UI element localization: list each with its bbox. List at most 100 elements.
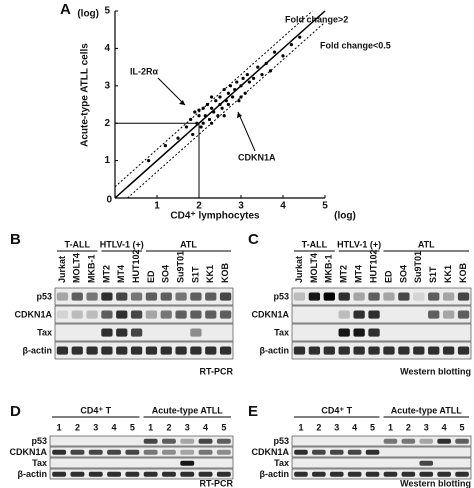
band <box>162 461 176 466</box>
band <box>160 292 172 301</box>
y-tick-label: 5 <box>104 6 110 17</box>
y-tick-label: 3 <box>104 80 110 91</box>
band <box>219 310 232 319</box>
band <box>161 329 172 337</box>
point <box>220 106 224 110</box>
band <box>442 310 455 319</box>
band <box>437 450 451 455</box>
annotation: IL-2Rα <box>130 66 159 76</box>
point <box>260 72 264 77</box>
row-label: CDKN1A <box>14 309 52 319</box>
lane-label: MT2 <box>339 265 349 283</box>
point <box>239 95 243 99</box>
band <box>190 328 202 337</box>
x-tick-label: 5 <box>322 201 328 212</box>
band <box>130 310 143 319</box>
group-label: HTLV-1 (+) <box>337 239 381 249</box>
group-label: CD4⁺ T <box>80 405 111 415</box>
band <box>330 461 344 466</box>
group-label: Acute-type ATLL <box>152 405 224 415</box>
band <box>455 450 469 455</box>
band <box>368 292 380 301</box>
point <box>231 95 235 99</box>
band <box>180 460 195 466</box>
band <box>143 471 158 477</box>
band <box>338 328 350 337</box>
gel-strip <box>49 468 234 480</box>
band <box>57 329 68 337</box>
band <box>130 346 143 355</box>
band <box>443 329 454 337</box>
band <box>107 471 122 477</box>
band <box>88 449 103 455</box>
band <box>457 346 470 355</box>
band <box>180 449 195 455</box>
band <box>145 310 158 319</box>
group-label: T-ALL <box>65 239 91 249</box>
band <box>161 449 176 455</box>
band <box>428 292 440 301</box>
lane-label: HUT102 <box>368 249 378 283</box>
band <box>455 461 469 466</box>
lane-label: Jurkat <box>57 256 67 283</box>
lane-label: ED <box>383 270 393 283</box>
lane-label: 2 <box>406 422 411 432</box>
point <box>228 84 233 88</box>
band <box>402 450 416 455</box>
point <box>247 80 251 84</box>
lane-label: SO4 <box>398 265 408 283</box>
point <box>197 108 201 112</box>
band <box>330 439 344 444</box>
band <box>219 292 232 301</box>
gel-strip <box>291 446 472 458</box>
gel-strip <box>291 341 472 360</box>
band <box>324 311 335 319</box>
band <box>348 461 362 466</box>
lane-label: 3 <box>334 422 339 432</box>
lane-label: MT4 <box>116 265 126 283</box>
band <box>175 346 187 355</box>
gel-strip <box>54 323 234 342</box>
band <box>312 471 326 477</box>
x-unit: (log) <box>334 211 356 222</box>
band <box>219 346 232 355</box>
y-unit: (log) <box>77 9 99 20</box>
band <box>312 439 326 444</box>
band <box>190 310 202 319</box>
band <box>101 292 113 301</box>
band <box>161 438 176 444</box>
band <box>383 311 394 319</box>
panel-letter: D <box>10 403 21 420</box>
band <box>217 461 231 466</box>
band <box>125 449 140 455</box>
lane-label: 5 <box>460 422 465 432</box>
band <box>324 329 335 337</box>
gel-strip <box>291 468 472 480</box>
arrow-head <box>237 112 242 118</box>
band <box>205 292 217 301</box>
band <box>437 461 451 466</box>
point <box>191 132 195 137</box>
point <box>241 76 245 80</box>
y-tick-label: 4 <box>104 43 110 54</box>
gel-strip <box>291 457 472 469</box>
lane-label: HUT102 <box>131 249 141 283</box>
y-tick-label: 1 <box>104 155 110 166</box>
band <box>353 310 365 319</box>
x-tick-label: 2 <box>196 201 202 212</box>
row-label: p53 <box>273 291 289 301</box>
arrow <box>237 111 256 152</box>
lane-label: 4 <box>352 422 357 432</box>
point <box>245 72 249 77</box>
band <box>312 449 326 455</box>
group-label: ATL <box>180 239 197 249</box>
group-label: HTLV-1 (+) <box>100 239 144 249</box>
point <box>243 91 247 95</box>
band <box>353 346 365 355</box>
panel-letter: B <box>10 231 21 248</box>
band <box>101 346 113 355</box>
band <box>368 346 380 355</box>
lane-label: MOLT4 <box>72 253 82 283</box>
band <box>366 461 380 466</box>
row-label: CDKN1A <box>251 309 289 319</box>
